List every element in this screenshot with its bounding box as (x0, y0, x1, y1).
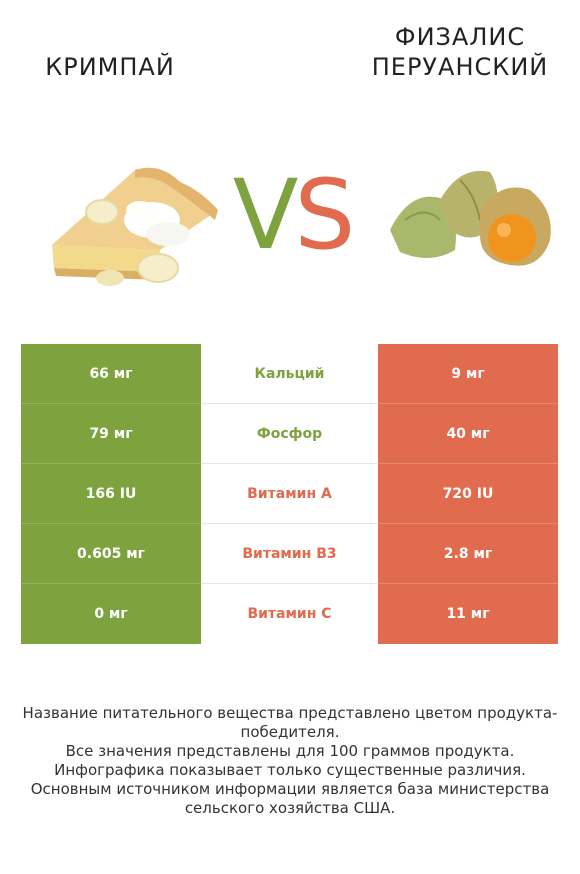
footer-notes: Название питательного вещества представл… (20, 704, 560, 818)
right-value: 9 мг (378, 344, 558, 404)
cream-pie-image (52, 167, 218, 286)
left-value: 66 мг (21, 344, 201, 404)
left-value: 0 мг (21, 584, 201, 644)
nutrient-comparison-table: 66 мг Кальций 9 мг 79 мг Фосфор 40 мг 16… (21, 344, 558, 644)
table-row: 0.605 мг Витамин B3 2.8 мг (21, 524, 558, 584)
left-value: 79 мг (21, 404, 201, 464)
nutrient-name: Кальций (201, 344, 378, 404)
table-row: 66 мг Кальций 9 мг (21, 344, 558, 404)
table-row: 0 мг Витамин C 11 мг (21, 584, 558, 644)
right-value: 40 мг (378, 404, 558, 464)
vs-v-letter: V (232, 159, 299, 271)
table-row: 79 мг Фосфор 40 мг (21, 404, 558, 464)
nutrient-name: Витамин A (201, 464, 378, 524)
left-value: 0.605 мг (21, 524, 201, 584)
right-value: 11 мг (378, 584, 558, 644)
vs-s-letter: S (294, 159, 355, 271)
footer-note-source: Основным источником информации является … (30, 780, 550, 817)
table-row: 166 IU Витамин A 720 IU (21, 464, 558, 524)
nutrient-name: Витамин C (201, 584, 378, 644)
nutrient-name: Витамин B3 (201, 524, 378, 584)
right-product-title: Физалис перуанский (371, 23, 549, 81)
footer-note-color: Название питательного вещества представл… (22, 704, 558, 741)
nutrient-name: Фосфор (201, 404, 378, 464)
left-value: 166 IU (21, 464, 201, 524)
right-value: 2.8 мг (378, 524, 558, 584)
right-value: 720 IU (378, 464, 558, 524)
physalis-image (390, 170, 551, 266)
left-product-title: Кримпай (45, 53, 175, 81)
footer-note-per-100g: Все значения представлены для 100 граммо… (65, 742, 515, 760)
vs-label: VS (222, 160, 362, 270)
footer-note-differences: Инфографика показывает только существенн… (54, 761, 526, 779)
